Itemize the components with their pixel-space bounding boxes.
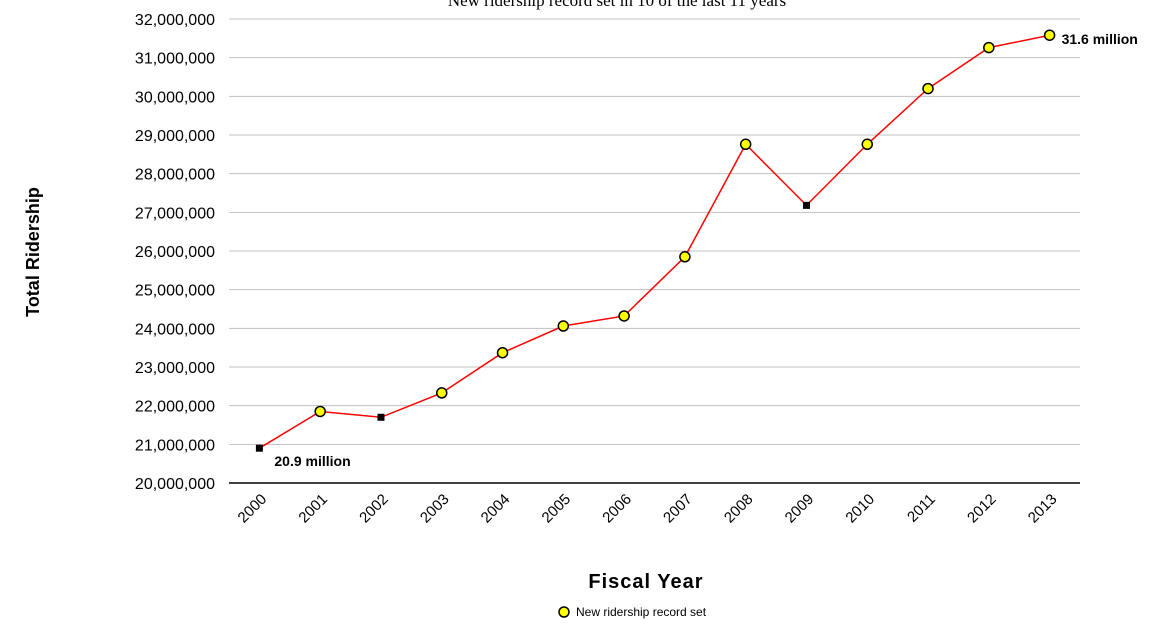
y-tick-labels: 20,000,000 21,000,000 22,000,000 23,000,000… [135,12,215,493]
ridership-series [255,29,1056,452]
x-tick-label: 2012 [964,491,1000,527]
record-point [557,320,570,332]
y-tick-label: 27,000,000 [135,205,215,222]
y-tick-label: 22,000,000 [135,399,215,416]
non-record-point [377,413,385,421]
x-tick-label: 2002 [356,491,392,527]
ridership-line [259,34,1050,449]
x-tick-label: 2006 [599,491,635,527]
legend-record-marker [558,606,570,618]
x-tick-label: 2009 [782,491,818,527]
x-tick-label: 2008 [721,491,757,527]
annotations: 20.9 million 31.6 million [274,31,1137,469]
x-tick-label: 2003 [417,491,453,527]
y-tick-label: 29,000,000 [135,128,215,145]
y-axis-label: Total Ridership [23,187,43,317]
x-tick-label: 2013 [1025,491,1061,527]
legend-label-record: New ridership record set [576,605,707,619]
y-tick-label: 30,000,000 [135,89,215,106]
x-tick-label: 2001 [295,491,331,527]
record-point [922,82,934,95]
x-tick-label: 2010 [842,491,878,527]
gridlines [229,18,1080,445]
x-tick-labels: 2000 2001 2002 2003 2004 2005 2006 2007 2008 2009… [235,491,1061,527]
y-tick-label: 25,000,000 [135,283,215,300]
data-annotation: 31.6 million [1062,31,1138,47]
y-tick-label: 24,000,000 [135,321,215,338]
record-point [436,387,448,399]
legend: New ridership record set [558,605,707,619]
non-record-point [802,201,810,209]
data-annotation: 20.9 million [274,453,350,469]
x-tick-label: 2011 [904,491,939,526]
y-tick-label: 20,000,000 [135,476,215,493]
record-point [679,251,691,263]
record-point [983,41,995,54]
y-tick-label: 28,000,000 [135,167,215,184]
chart-title: New ridership record set in 10 of the la… [448,0,786,10]
y-tick-label: 32,000,000 [135,12,215,29]
x-axis-label: Fiscal Year [588,571,703,593]
x-tick-label: 2004 [478,491,514,527]
x-tick-label: 2007 [660,491,696,527]
y-tick-label: 26,000,000 [135,244,215,261]
record-point [314,405,326,418]
y-tick-label: 31,000,000 [135,51,215,68]
x-tick-label: 2000 [235,491,271,527]
non-record-point [255,444,263,452]
record-point [739,138,752,151]
y-tick-label: 23,000,000 [135,360,215,377]
x-tick-label: 2005 [539,491,575,527]
y-tick-label: 21,000,000 [135,437,215,454]
record-point [1043,29,1056,41]
record-point [861,138,873,151]
record-point [618,310,630,322]
record-point [496,346,509,359]
